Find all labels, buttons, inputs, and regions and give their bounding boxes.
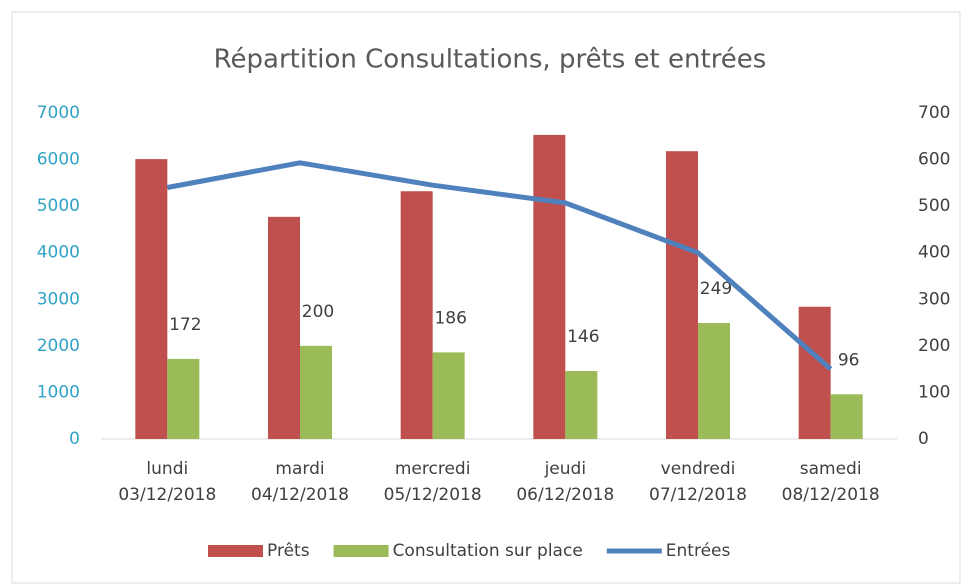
legend-label: Consultation sur place (393, 541, 583, 561)
data-label: 172 (169, 315, 201, 335)
y-tick-label: 7000 (37, 103, 80, 123)
x-tick-label: lundi 03/12/2018 (118, 459, 216, 505)
bar (300, 345, 332, 439)
x-tick-line: 08/12/2018 (782, 485, 880, 505)
line-series (166, 160, 833, 372)
x-tick-line: jeudi (544, 459, 586, 479)
data-label: 200 (302, 302, 334, 322)
legend-label: Entrées (666, 541, 731, 561)
x-tick-line: vendredi (661, 459, 736, 479)
bar (135, 159, 168, 439)
x-tick-label: jeudi 06/12/2018 (516, 459, 614, 505)
y2-tick-label: 500 (918, 196, 950, 216)
data-label: 186 (434, 308, 466, 328)
bar (698, 323, 730, 439)
chart-border (11, 11, 961, 584)
x-tick-label: vendredi 07/12/2018 (649, 459, 747, 505)
y2-tick-label: 100 (918, 382, 950, 402)
y2-tick-label: 700 (918, 103, 950, 123)
y-tick-label: 1000 (37, 382, 80, 402)
y-tick-label: 6000 (37, 150, 80, 170)
y-tick-label: 4000 (37, 243, 80, 263)
y2-tick-label: 400 (918, 243, 950, 263)
y2-tick-label: 200 (918, 336, 950, 356)
data-label: 96 (838, 350, 860, 370)
legend-swatch (208, 545, 263, 557)
bar (167, 358, 200, 439)
data-label: 146 (567, 327, 599, 347)
x-tick-label: mercredi 05/12/2018 (384, 459, 482, 505)
x-tick-line: 06/12/2018 (516, 485, 614, 505)
x-tick-label: samedi 08/12/2018 (782, 459, 880, 505)
legend-label: Prêts (267, 541, 310, 561)
y-tick-label: 2000 (37, 336, 80, 356)
bar (565, 371, 598, 439)
data-label: 249 (700, 279, 732, 299)
x-tick-line: 05/12/2018 (384, 485, 482, 505)
legend-swatch (333, 545, 389, 557)
bar (432, 352, 465, 439)
y2-tick-label: 600 (918, 150, 950, 170)
bar (830, 394, 863, 439)
bar (400, 191, 433, 439)
x-tick-line: 03/12/2018 (118, 485, 216, 505)
y-tick-label: 5000 (37, 196, 80, 216)
x-tick-line: samedi (800, 459, 862, 479)
y2-tick-label: 0 (918, 429, 929, 449)
x-tick-label: mardi 04/12/2018 (251, 459, 349, 505)
x-tick-line: lundi (146, 459, 188, 479)
x-tick-line: mardi (275, 459, 324, 479)
chart-title: Répartition Consultations, prêts et entr… (214, 45, 767, 75)
bar (533, 134, 566, 440)
bar (666, 151, 698, 439)
y2-tick-label: 300 (918, 289, 950, 309)
x-tick-line: 07/12/2018 (649, 485, 747, 505)
y-tick-label: 3000 (37, 289, 80, 309)
bar (798, 306, 831, 439)
x-tick-line: 04/12/2018 (251, 485, 349, 505)
bar (268, 216, 300, 439)
y-tick-label: 0 (69, 429, 80, 449)
x-tick-line: mercredi (395, 459, 471, 479)
